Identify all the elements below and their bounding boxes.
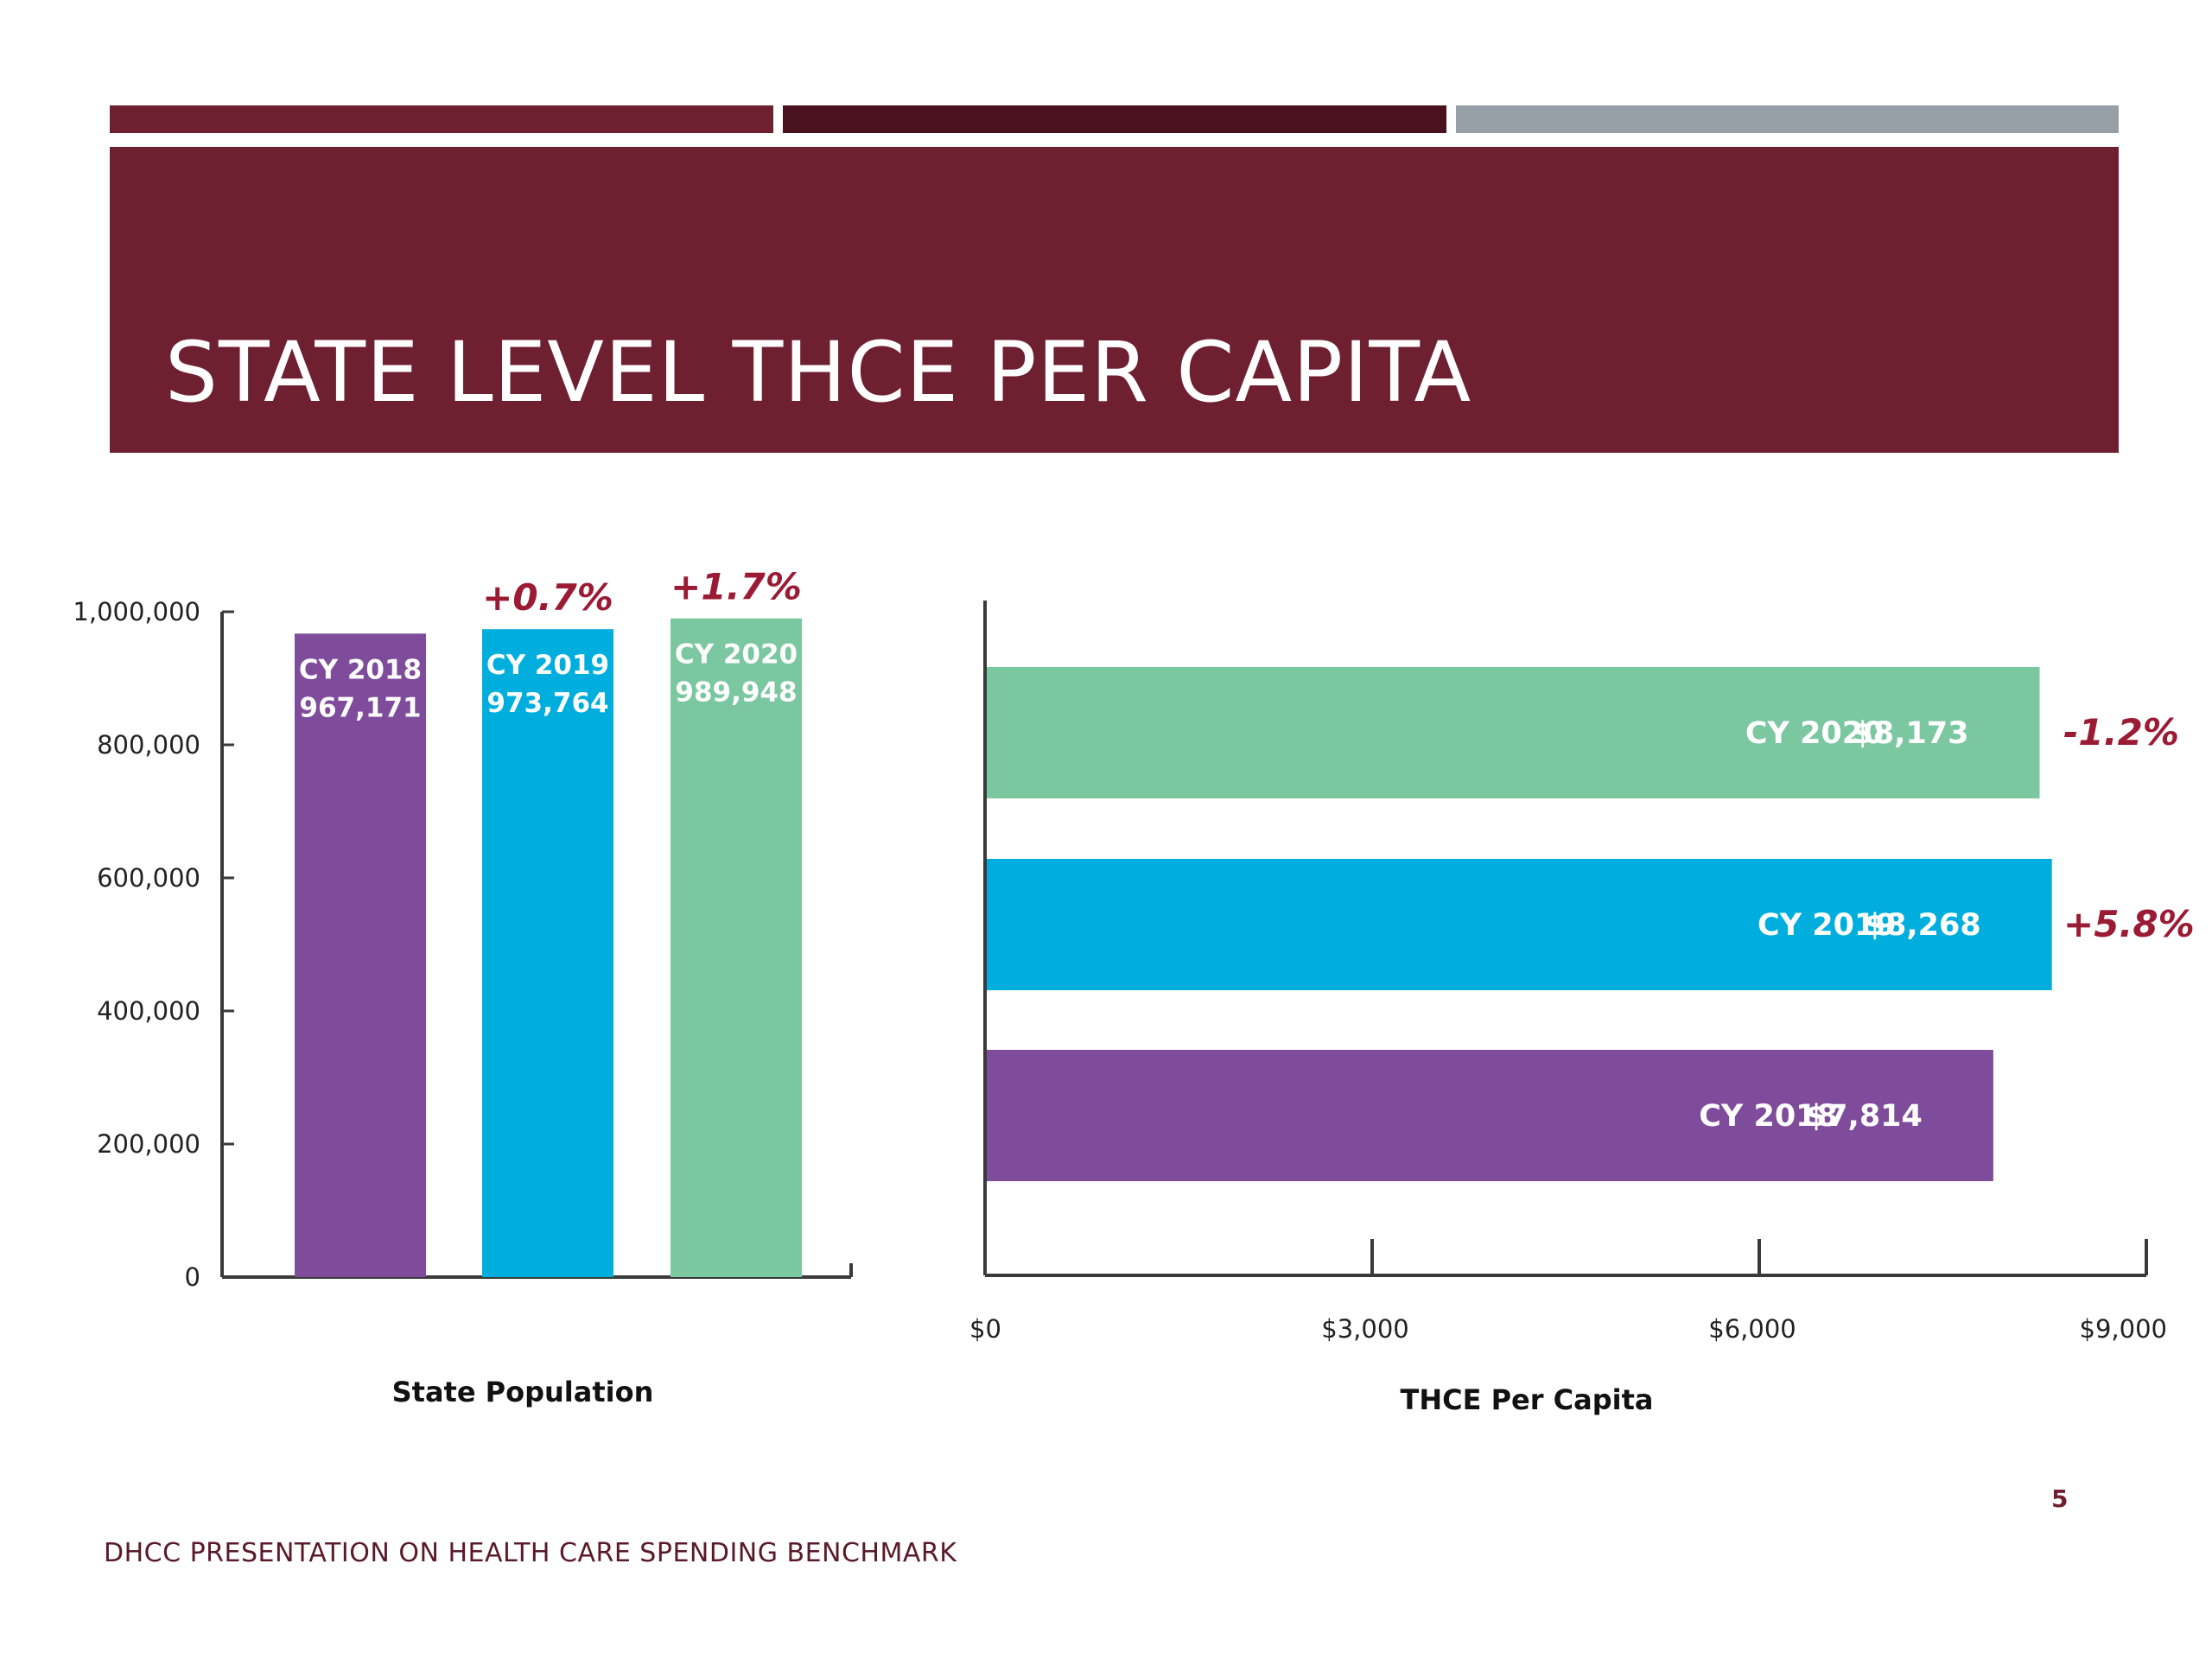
- header-stripe-right: [1456, 105, 2119, 133]
- hbar-value-label: $7,814: [1806, 1099, 1923, 1134]
- page-number: 5: [2051, 1484, 2069, 1513]
- bar-category-label: CY 2019: [486, 650, 609, 681]
- hbar-category-label: CY 2018: [1699, 1099, 1838, 1134]
- hbar-category-label: CY 2019: [1758, 908, 1897, 943]
- thce-per-capita-chart: $0 $3,000 $6,000 $9,000 CY 2020$8,173 -1.2% CY…: [969, 601, 2195, 1416]
- hbar-value-label: $8,268: [1865, 908, 1981, 943]
- hbar-value-label: $8,173: [1852, 716, 1968, 751]
- x-tick-label: $9,000: [2080, 1314, 2167, 1344]
- x-tick-label: $6,000: [1708, 1314, 1796, 1344]
- percent-change-label: -1.2%: [2063, 711, 2179, 753]
- x-tick-label: $3,000: [1321, 1314, 1408, 1344]
- bar-value-label: 989,948: [675, 677, 797, 709]
- bar-cy-2019: [482, 629, 613, 1277]
- x-tick-label: $0: [969, 1314, 1001, 1344]
- bar-cy-2020: [671, 618, 802, 1277]
- bar-value-label: 973,764: [486, 688, 608, 719]
- state-population-chart: 0 200,000 400,000 600,000 800,000 1,000,000 CY…: [73, 566, 853, 1408]
- percent-change-label: +5.8%: [2063, 903, 2195, 945]
- y-tick-label: 400,000: [97, 996, 200, 1026]
- hbar-cy-2019: [987, 859, 2052, 990]
- bar-cy-2018: [295, 633, 426, 1277]
- hbar-cy-2018: [987, 1050, 1993, 1181]
- hbar-category-label: CY 2020: [1745, 716, 1885, 751]
- hbar-cy-2020: [987, 667, 2040, 798]
- bar-category-label: CY 2018: [299, 654, 422, 685]
- y-tick-label: 200,000: [97, 1129, 200, 1159]
- footer-text: DHCC PRESENTATION ON HEALTH CARE SPENDIN…: [104, 1538, 957, 1568]
- title-banner: STATE LEVEL THCE PER CAPITA: [110, 147, 2119, 453]
- x-axis-title: THCE Per Capita: [1400, 1383, 1653, 1416]
- bar-value-label: 967,171: [299, 692, 421, 723]
- y-tick-label: 600,000: [97, 863, 200, 893]
- y-tick-label: 0: [185, 1262, 200, 1292]
- y-tick-label: 1,000,000: [73, 597, 200, 626]
- header-stripe-left: [110, 105, 773, 133]
- y-tick-label: 800,000: [97, 730, 200, 760]
- header-stripe-middle: [783, 105, 1446, 133]
- percent-change-label: +0.7%: [482, 576, 613, 619]
- page-title: STATE LEVEL THCE PER CAPITA: [165, 324, 1472, 421]
- percent-change-label: +1.7%: [671, 566, 802, 608]
- bar-category-label: CY 2020: [675, 639, 798, 671]
- x-axis-title: State Population: [392, 1376, 654, 1408]
